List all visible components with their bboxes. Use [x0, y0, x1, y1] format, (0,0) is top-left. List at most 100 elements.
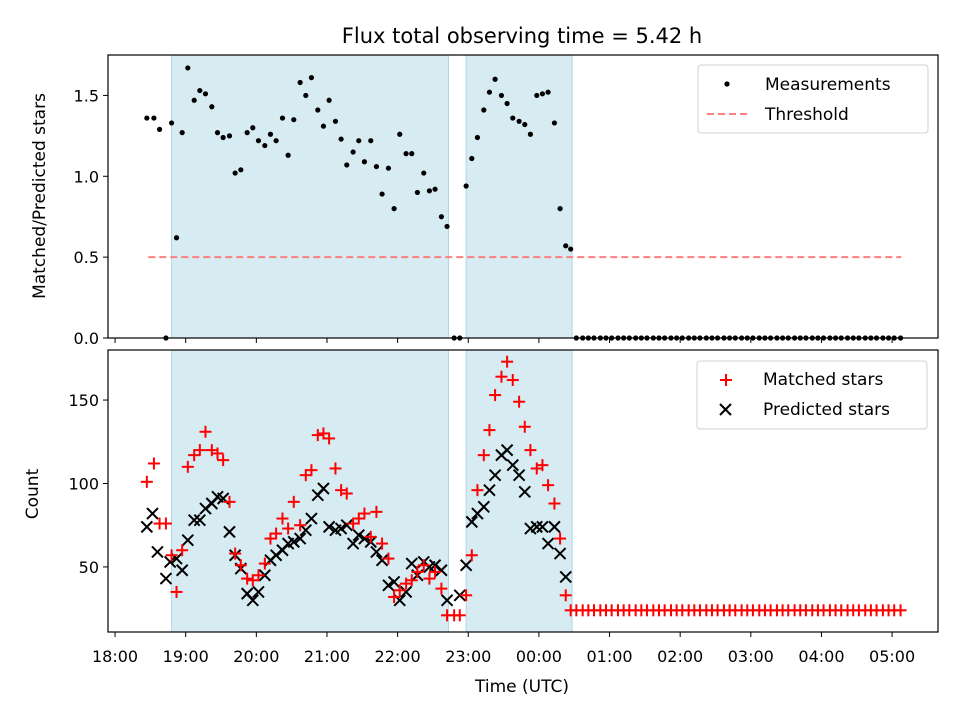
predicted-mark-stroke	[159, 572, 173, 585]
predicted-star-point	[553, 547, 567, 560]
predicted-mark-stroke	[352, 529, 365, 542]
predicted-mark-stroke	[405, 557, 418, 570]
bottom-axes-frame	[107, 349, 939, 633]
x-tick-label: 01:00	[586, 647, 632, 666]
measurement-point	[391, 206, 397, 212]
predicted-star-point	[252, 585, 265, 599]
matched-star-point	[376, 537, 389, 550]
predicted-star-point	[440, 594, 454, 607]
matched-star-point	[483, 424, 496, 437]
matched-star-point	[234, 559, 247, 572]
y-tick-label: 1.0	[74, 167, 99, 186]
matched-star-point	[299, 469, 312, 482]
predicted-mark-stroke	[317, 482, 330, 495]
matched-star-point	[477, 449, 490, 462]
legend-matched: Matched stars	[763, 370, 883, 390]
matched-star-point	[276, 512, 289, 525]
predicted-mark-stroke	[299, 524, 312, 537]
ratio-panel: 0.0 0.5 1.0 1.5 Flux total observing time =…	[30, 24, 939, 348]
predicted-star-point	[512, 468, 526, 482]
measurement-point	[510, 115, 516, 121]
x-tick-label: 03:00	[728, 647, 774, 666]
matched-star-point	[188, 449, 201, 462]
measurement-point	[202, 91, 209, 97]
predicted-mark-stroke	[340, 518, 353, 532]
predicted-mark-stroke	[435, 564, 448, 577]
measurement-point	[173, 235, 180, 241]
predicted-star-point	[151, 545, 164, 559]
measurement-point	[498, 92, 505, 99]
predicted-mark-stroke	[530, 520, 543, 534]
predicted-mark-stroke	[453, 589, 466, 602]
measurement-point	[262, 142, 268, 149]
matched-star-point	[329, 462, 342, 475]
predicted-mark-stroke	[305, 512, 318, 525]
measurement-point	[414, 189, 420, 196]
predicted-mark-stroke	[287, 535, 300, 549]
matched-star-point	[518, 420, 531, 433]
matched-star-point	[340, 487, 353, 500]
predicted-mark-stroke	[187, 513, 201, 527]
x-tick-label: 18:00	[92, 647, 138, 666]
predicted-mark-stroke	[140, 520, 154, 534]
predicted-mark-stroke	[399, 585, 413, 599]
measurement-point	[344, 162, 350, 168]
measurement-point	[255, 138, 262, 144]
measurement-point	[463, 183, 469, 189]
predicted-star-point	[293, 532, 307, 545]
predicted-mark-stroke	[375, 554, 389, 567]
measurement-point	[168, 120, 175, 126]
measurement-point	[421, 170, 427, 176]
matched-star-point	[548, 497, 561, 510]
measurement-point	[527, 131, 534, 137]
predicted-mark-stroke	[559, 570, 572, 584]
top-axes-frame	[107, 54, 939, 339]
measurement-point	[409, 151, 415, 157]
measurement-point	[244, 130, 250, 136]
predicted-mark-stroke	[488, 468, 502, 482]
predicted-star-point	[175, 564, 189, 577]
predicted-mark-stroke	[146, 507, 159, 520]
matched-star-point	[176, 544, 189, 557]
predicted-star-point	[187, 513, 201, 527]
predicted-mark-stroke	[211, 490, 224, 504]
measurement-point	[474, 134, 481, 141]
x-tick-label: 21:00	[304, 647, 350, 666]
predicted-mark-stroke	[163, 555, 177, 569]
legend-predicted-marker	[719, 403, 732, 416]
matched-star-point	[311, 429, 324, 442]
measurement-point	[232, 170, 238, 176]
predicted-mark-stroke	[246, 594, 260, 607]
matched-star-point	[287, 495, 300, 508]
measurement-point	[568, 246, 574, 252]
matched-star-point	[211, 447, 224, 460]
predicted-star-point	[358, 532, 371, 545]
measurement-point	[551, 120, 558, 126]
predicted-star-point	[518, 485, 531, 499]
predicted-mark-stroke	[370, 545, 383, 559]
measurement-point	[373, 163, 380, 170]
predicted-mark-stroke	[382, 579, 395, 592]
measurement-point	[397, 131, 403, 137]
predicted-mark-stroke	[322, 520, 336, 534]
measurement-point	[563, 243, 569, 249]
observing-window	[171, 54, 449, 339]
matched-star-point	[524, 444, 537, 457]
predicted-star-point	[334, 522, 348, 535]
predicted-star-point	[465, 515, 478, 529]
measurement-point	[539, 91, 546, 97]
matched-star-point	[435, 582, 448, 595]
predicted-star-point	[506, 458, 519, 472]
bottom-legend: Matched stars Predicted stars	[696, 360, 928, 430]
predicted-mark-stroke	[428, 559, 442, 572]
matched-star-point	[165, 549, 178, 562]
matched-star-point	[258, 557, 271, 570]
measurement-point	[285, 152, 291, 158]
y-tick-label: 0.0	[74, 329, 99, 348]
measurement-point	[361, 159, 368, 165]
legend-threshold: Threshold	[764, 105, 849, 125]
measurement-point	[191, 97, 197, 103]
bottom-y-ticks: 50 100 150	[68, 391, 108, 577]
predicted-mark-stroke	[170, 552, 183, 565]
predicted-star-point	[488, 468, 502, 482]
